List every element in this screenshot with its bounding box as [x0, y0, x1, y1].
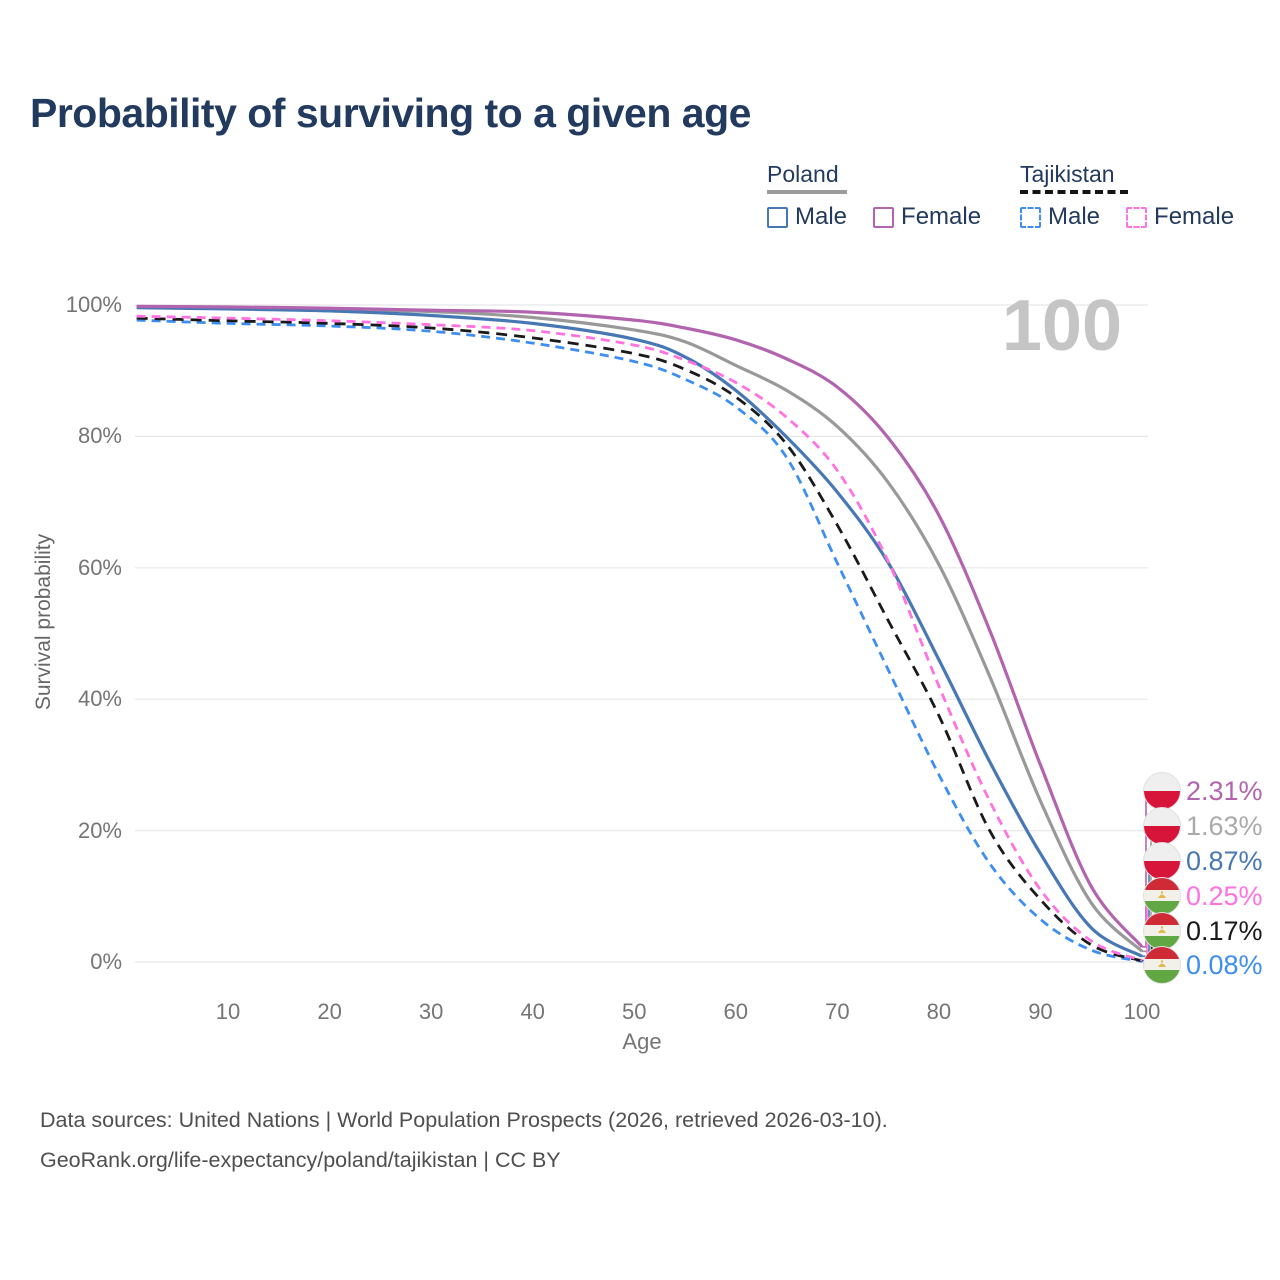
series-line-tajikistan-all[interactable] [136, 316, 1143, 963]
legend-item-tajikistan-male[interactable]: Male [1020, 203, 1100, 231]
legend-item-tajikistan-female[interactable]: Female [1126, 203, 1234, 231]
y-tick-label: 20% [77, 817, 122, 843]
series-line-tajikistan-male[interactable] [136, 318, 1143, 963]
tajikistan-male-swatch-icon [1020, 206, 1041, 228]
footer-attribution: GeoRank.org/life-expectancy/poland/tajik… [40, 1148, 561, 1172]
poland-flag-icon [1143, 842, 1181, 880]
series-line-tajikistan-female[interactable] [136, 314, 1143, 962]
x-axis-label: Age [622, 1029, 662, 1054]
x-tick-label: 10 [215, 999, 241, 1024]
x-tick-label: 100 [1123, 999, 1161, 1024]
end-value-tajikistan-female: 0.25% [1186, 881, 1263, 911]
y-tick-label: 60% [77, 554, 122, 580]
legend-label: Female [901, 203, 982, 230]
legend-label: Male [1048, 203, 1101, 230]
x-tick-label: 20 [317, 999, 342, 1024]
legend-item-poland-male[interactable]: Male [767, 203, 847, 231]
x-tick-label: 30 [418, 999, 444, 1024]
poland-flag-icon [1143, 772, 1181, 810]
x-tick-label: 70 [825, 999, 850, 1024]
tajikistan-flag-icon [1143, 912, 1181, 950]
poland-female-swatch-icon [873, 206, 895, 228]
end-value-tajikistan-male: 0.08% [1186, 950, 1263, 980]
legend-group-poland: Poland Male Female [767, 161, 1007, 231]
selected-age-watermark: 100 [1001, 286, 1122, 366]
legend-header-poland[interactable]: Poland [767, 161, 847, 194]
x-tick-label: 60 [723, 999, 749, 1024]
tajikistan-female-swatch-icon [1126, 206, 1148, 228]
legend-label: Female [1154, 203, 1235, 230]
x-tick-label: 50 [622, 999, 647, 1024]
end-value-poland-all: 1.63% [1186, 811, 1263, 841]
end-value-poland-male: 0.87% [1186, 846, 1263, 876]
y-tick-label: 40% [77, 686, 122, 712]
legend-header-tajikistan[interactable]: Tajikistan [1020, 161, 1128, 194]
page-title: Probability of surviving to a given age [30, 90, 751, 136]
y-tick-label: 80% [77, 423, 122, 449]
x-tick-label: 90 [1028, 999, 1053, 1024]
poland-male-swatch-icon [767, 206, 788, 228]
x-tick-label: 80 [926, 999, 952, 1024]
legend-item-poland-female[interactable]: Female [873, 203, 981, 231]
series-line-poland-male[interactable] [136, 306, 1143, 958]
x-tick-label: 40 [520, 999, 545, 1024]
legend-label: Male [795, 203, 848, 230]
tajikistan-flag-icon [1143, 946, 1181, 984]
series-line-poland-female[interactable] [136, 304, 1144, 948]
series-line-poland-all[interactable] [136, 305, 1144, 953]
legend-group-tajikistan: Tajikistan Male Female [1020, 161, 1260, 231]
poland-flag-icon [1143, 807, 1181, 845]
y-tick-label: 100% [65, 292, 122, 317]
y-tick-label: 0% [90, 949, 122, 974]
footer-data-sources: Data sources: United Nations | World Pop… [40, 1108, 888, 1132]
end-value-poland-female: 2.31% [1186, 776, 1263, 806]
end-value-tajikistan-all: 0.17% [1186, 916, 1263, 946]
tajikistan-flag-icon [1143, 877, 1181, 915]
